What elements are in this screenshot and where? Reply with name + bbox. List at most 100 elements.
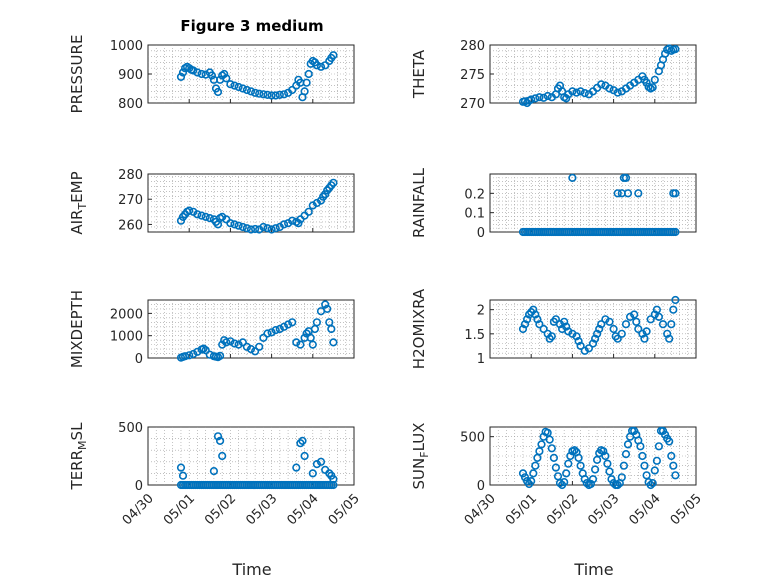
data-point — [251, 224, 260, 234]
data-point — [533, 315, 542, 324]
panel-air-temp: 260 270 280 AIRTEMP — [68, 168, 355, 235]
data-point — [621, 450, 631, 459]
data-point — [572, 88, 581, 97]
h2omixra-ytick-label: 2 — [477, 304, 485, 319]
panel-sun-flux: 0 500 04/30 05/01 05/02 05/03 05/04 05/05 SUNFLU… — [410, 423, 705, 529]
h2omixra-points — [518, 295, 680, 355]
x-axis-label-right: Time — [573, 560, 613, 579]
x-tick-label: 05/04 — [285, 491, 322, 528]
data-point — [531, 94, 540, 103]
data-point — [251, 88, 260, 97]
data-point — [321, 300, 330, 309]
data-point — [246, 225, 256, 234]
data-point — [300, 451, 309, 461]
data-point — [547, 332, 556, 341]
data-point — [562, 94, 571, 103]
data-point — [621, 173, 631, 182]
data-point — [226, 80, 235, 89]
x-tick-label: 05/01 — [503, 491, 540, 528]
pressure-y-axis-label: PRESSURE — [68, 35, 86, 114]
data-point — [595, 324, 604, 334]
data-point — [539, 324, 548, 334]
data-point — [621, 320, 631, 329]
h2omixra-ytick-label: 1.5 — [464, 328, 485, 343]
data-point — [201, 346, 210, 355]
data-point — [308, 340, 317, 349]
data-point — [605, 467, 614, 476]
data-point — [671, 295, 680, 305]
data-point — [527, 95, 536, 104]
rainfall-ytick-label: 0 — [477, 226, 485, 241]
data-point — [650, 466, 659, 475]
data-point — [625, 312, 635, 322]
data-point — [267, 91, 276, 100]
data-point — [238, 84, 247, 93]
data-point — [568, 87, 577, 96]
data-point — [555, 479, 565, 488]
data-point — [304, 69, 313, 79]
theta-y-axis-label: THETA — [410, 49, 428, 99]
x-tick-label: 05/02 — [202, 491, 239, 528]
air-temp-ytick-label: 280 — [118, 168, 143, 183]
data-point — [193, 210, 202, 219]
data-point — [238, 338, 247, 347]
data-point — [185, 351, 194, 360]
x-tick-label: 05/02 — [544, 491, 581, 528]
data-point — [601, 451, 610, 461]
data-point — [667, 451, 676, 461]
data-point — [613, 480, 622, 490]
data-point — [636, 442, 645, 451]
data-point — [259, 222, 268, 232]
sun-flux-y-axis-label: SUNFLUX — [410, 423, 431, 490]
air-temp-ytick-label: 260 — [118, 218, 143, 233]
mixdepth-plot-area — [147, 299, 355, 359]
data-point — [255, 342, 264, 351]
theta-ytick-label: 270 — [460, 97, 485, 112]
data-point — [576, 461, 585, 470]
data-point — [316, 62, 326, 71]
data-point — [329, 178, 338, 187]
data-point — [576, 341, 585, 351]
data-point — [323, 304, 332, 314]
data-point — [242, 224, 251, 233]
data-point — [617, 473, 626, 482]
data-point — [605, 84, 614, 93]
data-point — [271, 224, 280, 233]
x-tick-label: 05/05 — [326, 491, 363, 528]
sun-flux-ytick-label: 500 — [460, 431, 485, 446]
data-point — [296, 439, 305, 448]
data-point — [632, 317, 641, 326]
data-point — [275, 324, 284, 334]
theta-ytick-label: 275 — [460, 68, 485, 83]
data-point — [527, 477, 536, 486]
panel-mixdepth: 0 1000 2000 MIXDEPTH — [68, 290, 355, 368]
data-point — [302, 78, 311, 87]
data-point — [584, 344, 594, 353]
data-point — [234, 82, 243, 92]
rainfall-y-axis-label: RAINFALL — [410, 167, 428, 238]
data-point — [193, 68, 202, 77]
data-point — [518, 324, 528, 334]
data-point — [564, 459, 573, 468]
data-point — [209, 467, 218, 476]
panel-theta: 270 275 280 THETA — [410, 39, 697, 112]
data-point — [551, 463, 561, 472]
data-point — [658, 320, 668, 329]
data-point — [321, 61, 330, 70]
data-point — [218, 451, 227, 461]
data-point — [634, 324, 643, 334]
data-point — [574, 453, 583, 463]
data-point — [642, 78, 651, 87]
data-point — [329, 475, 338, 484]
data-point — [586, 479, 596, 489]
x-tick-label: 04/30 — [462, 491, 499, 528]
air-temp-ytick-label: 270 — [118, 193, 143, 208]
data-point — [304, 207, 313, 216]
data-point — [543, 91, 552, 101]
data-point — [222, 338, 231, 347]
data-point — [296, 340, 305, 349]
data-point — [178, 471, 188, 480]
data-point — [251, 347, 260, 356]
data-point — [560, 317, 569, 326]
data-point — [259, 333, 268, 343]
